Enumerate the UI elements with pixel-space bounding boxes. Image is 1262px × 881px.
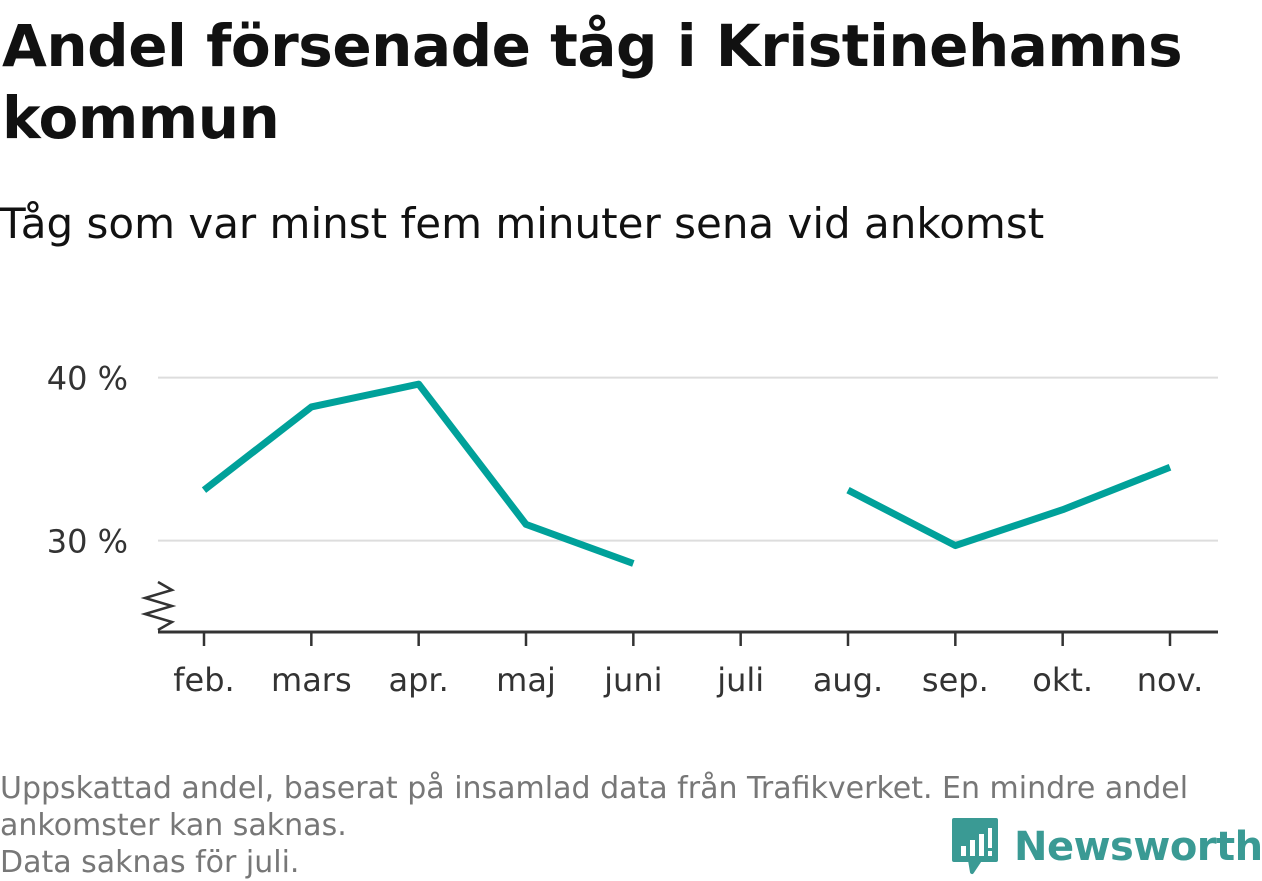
caption-line-2: ankomster kan saknas. — [0, 808, 347, 843]
caption-line-1: Uppskattad andel, baserat på insamlad da… — [0, 771, 1189, 806]
x-axis — [140, 580, 1218, 646]
y-tick-label: 40 % — [47, 360, 128, 398]
x-tick-label: juli — [716, 661, 764, 699]
caption-line-3: Data saknas för juli. — [0, 845, 300, 880]
y-tick-label: 30 % — [47, 523, 128, 561]
newsworthy-logo: Newsworthy — [950, 816, 1262, 878]
x-tick-label: juni — [603, 661, 662, 699]
y-axis-break-icon — [140, 580, 177, 632]
x-axis-labels: feb. mars apr. maj juni juli aug. sep. okt. nov. — [173, 661, 1203, 699]
x-tick-label: apr. — [389, 661, 449, 699]
x-tick-label: aug. — [813, 661, 883, 699]
series-lines — [201, 380, 1172, 567]
newsworthy-logo-text: Newsworthy — [1014, 824, 1262, 870]
series-line-segment-1 — [846, 464, 1172, 550]
chart-caption: Uppskattad andel, baserat på insamlad da… — [0, 770, 1250, 881]
chart-title: Andel försenade tåg i Kristinehamns komm… — [2, 12, 1183, 152]
series-line-segment-0 — [201, 380, 635, 567]
x-tick-label: nov. — [1137, 661, 1203, 699]
chart-subtitle: Tåg som var minst fem minuter sena vid a… — [0, 199, 1045, 248]
newsworthy-chat-bars-icon — [952, 818, 998, 874]
x-tick-label: mars — [271, 661, 352, 699]
y-axis-labels: 30 % 40 % — [47, 360, 128, 561]
x-tick-label: sep. — [922, 661, 989, 699]
gridlines — [158, 376, 1218, 542]
x-tick-label: okt. — [1032, 661, 1093, 699]
x-tick-label: maj — [496, 661, 556, 699]
x-tick-label: feb. — [173, 661, 234, 699]
